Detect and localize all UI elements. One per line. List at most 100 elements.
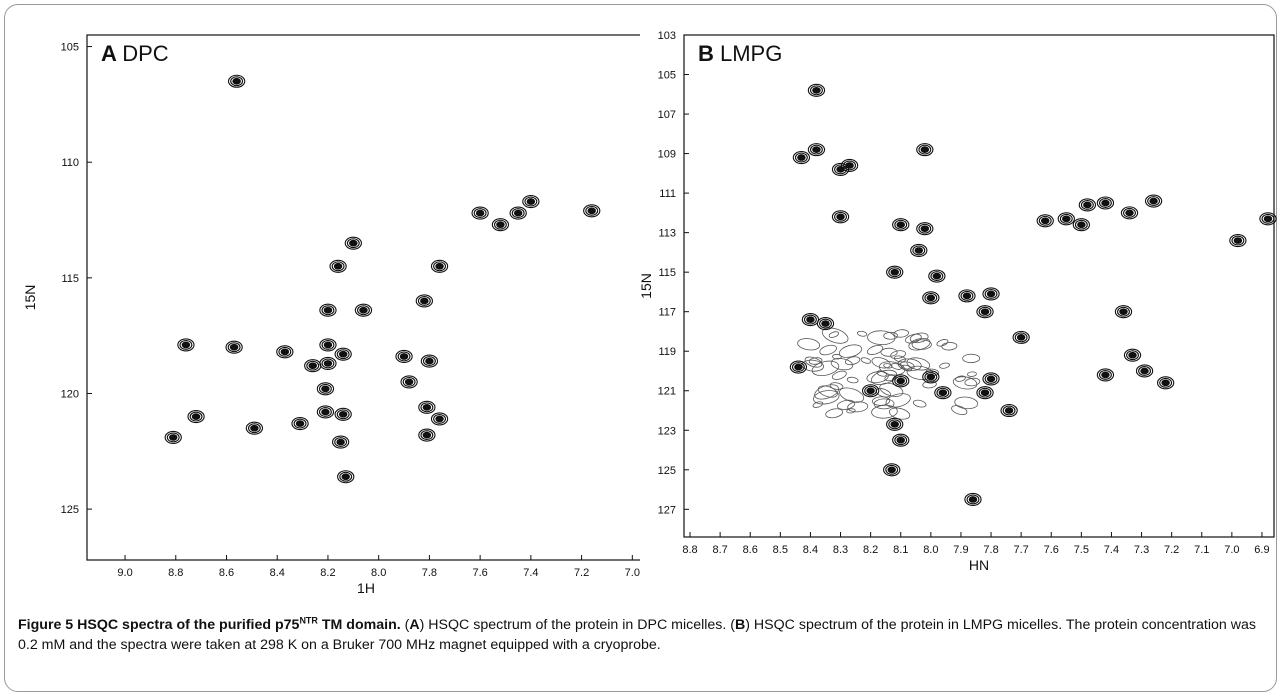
- contour-peak: [845, 162, 854, 169]
- contour-peak: [509, 206, 527, 220]
- y-tick-label: 103: [658, 30, 676, 42]
- contour-peak: [318, 383, 332, 394]
- y-tick-label: 105: [658, 70, 676, 82]
- contour-peak: [816, 317, 835, 331]
- x-tick-label: 8.8: [682, 544, 697, 556]
- contour-peak: [473, 208, 487, 219]
- contour-peak: [890, 350, 907, 360]
- contour-peak: [397, 351, 411, 362]
- contour-peak: [336, 438, 345, 446]
- contour-peak: [1147, 196, 1161, 206]
- contour-peak: [936, 339, 949, 347]
- contour-peak: [1098, 369, 1112, 380]
- contour-peak: [845, 356, 861, 366]
- contour-peak: [982, 287, 1000, 301]
- contour-peak: [840, 158, 859, 172]
- contour-peak: [168, 434, 178, 441]
- contour-peak: [812, 146, 821, 153]
- contour-peak: [304, 359, 322, 373]
- contour-peak: [1000, 403, 1018, 418]
- caption-segment: A: [409, 617, 420, 633]
- contour-peak: [894, 219, 908, 230]
- contour-peak: [417, 296, 431, 306]
- contour-peak: [984, 373, 998, 384]
- contour-peak: [831, 210, 850, 224]
- y-axis-title: 15N: [22, 285, 38, 311]
- contour-peak: [293, 418, 307, 429]
- x-tick-label: 8.6: [743, 544, 758, 556]
- peaks-group: [789, 83, 1277, 506]
- contour-peak: [583, 204, 601, 218]
- x-tick-label: 8.6: [219, 567, 234, 579]
- contour-peak: [1123, 207, 1136, 218]
- contour-peak: [871, 357, 891, 369]
- panel-name: DPC: [122, 41, 169, 66]
- contour-peak: [321, 305, 335, 316]
- contour-peak: [338, 350, 348, 358]
- contour-peak: [832, 354, 842, 360]
- contour-peak: [334, 437, 348, 447]
- contour-peak: [906, 357, 931, 371]
- contour-peak: [886, 417, 904, 431]
- contour-peak: [978, 387, 992, 398]
- contour-peak: [968, 496, 978, 503]
- contour-peak: [334, 407, 352, 421]
- contour-peak: [986, 290, 996, 298]
- contour-peak: [806, 316, 815, 323]
- contour-peak: [430, 259, 449, 273]
- x-tick-label: 8.1: [893, 544, 908, 556]
- contour-peak: [1101, 199, 1110, 207]
- contour-peak: [866, 371, 889, 384]
- x-tick-label: 8.4: [270, 567, 285, 579]
- contour-peak: [801, 313, 820, 327]
- contour-peak: [511, 208, 525, 219]
- contour-peak: [321, 358, 335, 369]
- contour-peak: [420, 430, 434, 441]
- contour-peak: [964, 377, 981, 387]
- contour-peak: [894, 435, 908, 446]
- contour-peak: [938, 389, 948, 397]
- contour-peak: [346, 238, 360, 249]
- contour-peak: [295, 420, 305, 427]
- contour-peak: [828, 331, 840, 338]
- contour-peak: [331, 435, 350, 449]
- contour-peak: [402, 376, 416, 387]
- contour-peak: [978, 306, 992, 317]
- contour-peak: [245, 421, 264, 435]
- contour-peak: [941, 342, 958, 351]
- contour-peak: [905, 333, 922, 344]
- contour-peak: [225, 340, 243, 354]
- contour-peak: [954, 396, 979, 410]
- y-tick-label: 105: [61, 42, 79, 54]
- y-tick-label: 107: [658, 109, 676, 121]
- contour-peak: [918, 144, 932, 155]
- contour-peak: [890, 420, 899, 428]
- contour-peak: [433, 261, 447, 272]
- contour-peak: [1128, 351, 1137, 359]
- contour-peak: [912, 245, 926, 256]
- contour-peak: [425, 357, 434, 365]
- contour-peak: [809, 85, 823, 96]
- contour-peak: [962, 292, 972, 300]
- y-tick-label: 110: [61, 157, 79, 169]
- contour-peak: [980, 308, 990, 316]
- contour-peak: [960, 290, 974, 301]
- contour-peak: [894, 375, 908, 386]
- contour-peak: [323, 306, 333, 314]
- caption-segment: ) HSQC spectrum of the protein in LMPG m…: [18, 617, 1256, 653]
- contour-peak: [896, 221, 905, 229]
- contour-peak: [838, 344, 863, 358]
- contour-peak: [821, 320, 830, 327]
- contour-peak: [1062, 215, 1071, 223]
- contour-peak: [801, 359, 824, 372]
- x-tick-label: 7.4: [523, 567, 538, 579]
- contour-peak: [892, 374, 910, 388]
- y-tick-label: 127: [658, 504, 676, 516]
- contour-peak: [400, 375, 418, 389]
- y-tick-label: 117: [658, 307, 676, 319]
- contour-peak: [1149, 197, 1158, 205]
- contour-peak: [475, 209, 485, 217]
- x-tick-label: 7.3: [1134, 544, 1149, 556]
- contour-peak: [339, 471, 353, 482]
- contour-peak: [316, 405, 335, 419]
